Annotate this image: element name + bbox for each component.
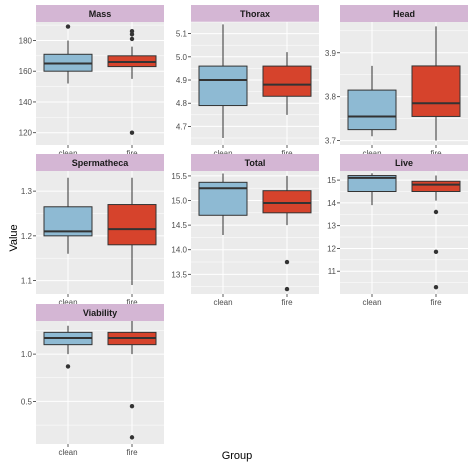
strip-thorax — [191, 5, 319, 22]
x-tick-label-clean: clean — [58, 298, 77, 307]
facet-title-head: Head — [393, 9, 415, 19]
outlier-point — [129, 36, 135, 42]
y-tick-label: 4.9 — [176, 76, 188, 85]
outlier-point — [433, 249, 439, 255]
y-tick-label: 1.2 — [21, 232, 33, 241]
x-tick-label-clean: clean — [213, 298, 232, 307]
y-tick-label: 4.7 — [176, 122, 188, 131]
strip-mass — [36, 5, 164, 22]
facet-title-mass: Mass — [89, 9, 112, 19]
box-total-fire — [262, 190, 312, 214]
x-tick-label-clean: clean — [362, 149, 381, 158]
x-tick-label-fire: fire — [430, 149, 442, 158]
outlier-point — [129, 130, 135, 135]
facet-title-total: Total — [245, 158, 266, 168]
outlier-point — [65, 24, 71, 29]
box-thorax-fire — [262, 65, 312, 97]
y-tick-label: 140 — [19, 98, 33, 107]
strip-spermatheca — [36, 154, 164, 171]
outlier-point — [433, 209, 439, 215]
box-spermatheca-fire — [107, 204, 157, 246]
facet-title-spermatheca: Spermatheca — [72, 158, 130, 168]
y-tick-label: 5.1 — [176, 30, 188, 39]
box-live-fire — [411, 180, 461, 192]
outlier-point — [433, 284, 439, 290]
y-tick-label: 5.0 — [176, 53, 188, 62]
facet-title-live: Live — [395, 158, 413, 168]
x-tick-label-fire: fire — [281, 298, 293, 307]
outlier-point — [129, 403, 135, 409]
facet-title-viability: Viability — [83, 308, 117, 318]
x-tick-label-fire: fire — [430, 298, 442, 307]
outlier-point — [129, 32, 135, 37]
y-tick-label: 15.0 — [171, 197, 187, 206]
y-tick-label: 14 — [327, 199, 336, 208]
box-head-clean — [347, 89, 397, 131]
y-tick-label: 1.0 — [21, 350, 33, 359]
box-head-fire — [411, 65, 461, 117]
y-tick-label: 14.5 — [171, 221, 187, 230]
outlier-point — [284, 259, 290, 265]
outlier-point — [129, 29, 135, 34]
y-tick-label: 13.5 — [171, 270, 187, 279]
outlier-point — [65, 364, 71, 369]
x-tick-label-fire: fire — [281, 149, 293, 158]
y-axis-title: Value — [8, 224, 20, 252]
x-tick-label-clean: clean — [58, 149, 77, 158]
y-tick-label: 15 — [327, 176, 336, 185]
y-tick-label: 3.8 — [325, 93, 337, 102]
x-tick-label-clean: clean — [213, 149, 232, 158]
strip-total — [191, 154, 319, 171]
y-tick-label: 0.5 — [21, 397, 33, 406]
y-tick-label: 15.5 — [171, 172, 187, 181]
x-tick-label-clean: clean — [362, 298, 381, 307]
y-tick-label: 180 — [19, 36, 33, 45]
strip-viability — [36, 304, 164, 321]
facet-title-thorax: Thorax — [240, 9, 270, 19]
x-tick-label-fire: fire — [126, 448, 138, 457]
x-tick-label-clean: clean — [58, 448, 77, 457]
box-live-clean — [347, 175, 397, 193]
y-tick-label: 11 — [328, 267, 337, 276]
outlier-point — [284, 286, 290, 292]
y-tick-label: 14.0 — [171, 246, 187, 255]
y-tick-label: 1.3 — [21, 187, 33, 196]
y-tick-label: 160 — [19, 67, 33, 76]
outlier-point — [129, 435, 135, 440]
y-tick-label: 12 — [327, 244, 336, 253]
y-tick-label: 1.1 — [21, 277, 33, 286]
strip-live — [340, 154, 468, 171]
y-tick-label: 13 — [327, 222, 336, 231]
x-axis-title: Group — [221, 450, 253, 462]
y-tick-label: 4.8 — [176, 99, 188, 108]
box-thorax-clean — [198, 65, 248, 107]
strip-head — [340, 5, 468, 22]
x-tick-label-fire: fire — [126, 149, 138, 158]
y-tick-label: 3.9 — [325, 49, 337, 58]
panel-mass — [36, 22, 164, 145]
y-tick-label: 120 — [19, 129, 33, 138]
y-tick-label: 3.7 — [325, 137, 337, 146]
x-tick-label-fire: fire — [126, 298, 138, 307]
